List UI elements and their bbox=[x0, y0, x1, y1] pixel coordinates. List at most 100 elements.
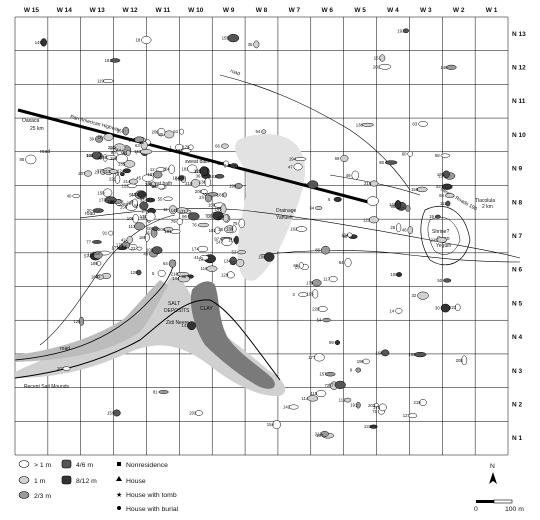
site-mound bbox=[158, 390, 169, 394]
site-mound bbox=[95, 135, 104, 143]
site-mound bbox=[178, 175, 185, 181]
site-number-label: 41 bbox=[194, 255, 199, 260]
site-mound bbox=[378, 63, 392, 70]
site-mound bbox=[190, 179, 200, 188]
site-number-label: 211 bbox=[108, 145, 115, 150]
site-number-label: 48 bbox=[143, 251, 148, 256]
site-mound bbox=[461, 355, 468, 366]
site-mound bbox=[414, 351, 427, 358]
column-header: W 14 bbox=[57, 7, 73, 14]
site-number-label: 103 bbox=[131, 192, 139, 197]
site-mound bbox=[441, 183, 453, 190]
site-mound bbox=[419, 399, 427, 406]
site-mound bbox=[128, 178, 139, 185]
legend-swatch-812m bbox=[61, 475, 72, 485]
drainage-place-label: Yahuelt bbox=[276, 215, 293, 221]
column-header: W 13 bbox=[90, 7, 106, 14]
site-mound bbox=[395, 307, 403, 314]
site-mound bbox=[153, 170, 163, 179]
site-mound bbox=[334, 340, 341, 346]
site-number-label: 190 bbox=[110, 156, 118, 161]
site-mound bbox=[344, 257, 352, 268]
site-number-label: 193 bbox=[397, 28, 405, 33]
site-number-label: 99 bbox=[329, 340, 334, 345]
site-number-label: 177 bbox=[308, 355, 316, 360]
row-header: N 1 bbox=[512, 435, 523, 442]
site-number-label: 73 bbox=[205, 213, 210, 218]
site-mound bbox=[139, 201, 149, 210]
site-mound bbox=[123, 160, 136, 168]
site-mound bbox=[237, 250, 247, 255]
scale-zero-label: 0 bbox=[474, 506, 478, 513]
site-number-label: 58 bbox=[435, 153, 440, 158]
site-mounds bbox=[25, 28, 468, 439]
site-number-label: 10 bbox=[98, 135, 103, 140]
legend-label-house-burial: House with burial bbox=[126, 506, 179, 513]
site-number-label: 2 bbox=[218, 216, 221, 221]
site-number-label: 184 bbox=[173, 175, 181, 180]
legend-swatch-1m bbox=[18, 476, 30, 484]
site-mound bbox=[72, 194, 80, 198]
site-number-label: 183 bbox=[209, 174, 217, 179]
site-mound bbox=[454, 303, 461, 312]
site-mound bbox=[168, 164, 175, 174]
site-mound bbox=[221, 237, 233, 247]
site-number-label: 217 bbox=[126, 201, 134, 206]
site-number-label: 24 bbox=[199, 195, 204, 200]
site-number-label: 186 bbox=[91, 275, 99, 280]
site-mound bbox=[418, 121, 429, 127]
site-number-label: 11 bbox=[163, 207, 168, 212]
site-mound bbox=[144, 232, 150, 242]
site-number-label: 204 bbox=[163, 167, 171, 172]
row-header: N 10 bbox=[512, 132, 526, 139]
site-number-label: 56 bbox=[129, 192, 134, 197]
site-mound bbox=[362, 358, 370, 365]
site-number-label: 61 bbox=[123, 202, 128, 207]
site-number-label: 150 bbox=[97, 190, 105, 195]
site-number-label: 116 bbox=[201, 266, 208, 271]
site-mound bbox=[264, 252, 275, 262]
site-mound bbox=[408, 413, 418, 419]
site-mound bbox=[96, 274, 105, 280]
site-number-label: 8 bbox=[224, 163, 227, 168]
site-number-label: 119 bbox=[97, 78, 104, 83]
site-mound bbox=[253, 40, 260, 49]
site-number-label: 200 bbox=[152, 130, 160, 135]
site-number-label: 37 bbox=[97, 169, 102, 174]
site-number-label: 82 bbox=[133, 203, 138, 208]
site-mound bbox=[113, 143, 126, 152]
site-number-label: 157 bbox=[319, 372, 327, 377]
site-number-label: 74 bbox=[152, 185, 157, 190]
site-number-label: 137 bbox=[207, 213, 215, 218]
site-number-label: 81 bbox=[153, 390, 158, 395]
site-number-label: 20 bbox=[87, 208, 92, 213]
clay-area bbox=[190, 281, 275, 389]
site-mound bbox=[223, 160, 230, 167]
site-number-label: 178 bbox=[182, 145, 190, 150]
site-mound bbox=[151, 246, 163, 255]
site-number-label: 221 bbox=[109, 177, 117, 182]
site-mound bbox=[229, 256, 237, 266]
site-number-label: 14 bbox=[390, 308, 395, 313]
site-mound bbox=[200, 189, 208, 195]
site-mound bbox=[199, 166, 208, 176]
site-mound bbox=[108, 230, 114, 236]
site-number-label: 109 bbox=[146, 248, 154, 253]
site-mound bbox=[132, 213, 139, 224]
site-number-label: 176 bbox=[437, 172, 445, 177]
site-mound bbox=[175, 143, 184, 151]
site-number-label: 18 bbox=[136, 38, 141, 43]
site-mound bbox=[226, 271, 235, 279]
site-number-label: 44 bbox=[116, 148, 121, 153]
site-number-label: 213 bbox=[103, 169, 111, 174]
site-mound bbox=[187, 164, 198, 174]
site-number-label: 64 bbox=[163, 261, 168, 266]
cerro-yeguih-outline bbox=[420, 205, 471, 266]
site-mound bbox=[315, 206, 323, 210]
site-mound bbox=[446, 64, 457, 70]
site-number-label: 214 bbox=[123, 179, 131, 184]
site-number-label: 111 bbox=[440, 201, 447, 206]
site-number-label: 98 bbox=[181, 274, 186, 279]
site-number-label: 39 bbox=[89, 137, 94, 142]
site-number-label: 26 bbox=[97, 155, 102, 160]
